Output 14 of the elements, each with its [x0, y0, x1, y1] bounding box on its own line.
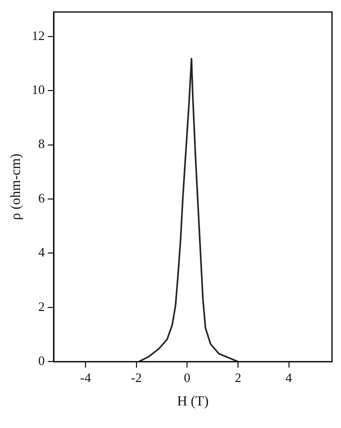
x-axis-title: H (T) — [177, 394, 209, 410]
y-tick-label: 2 — [38, 298, 45, 314]
y-tick-label: 6 — [38, 190, 46, 206]
y-tick-label: 4 — [38, 244, 46, 260]
x-tick-label: 0 — [184, 370, 190, 385]
y-tick-label: 12 — [32, 28, 45, 43]
y-tick-label: 10 — [32, 82, 45, 98]
x-tick-label: 4 — [286, 370, 293, 385]
x-tick-label: 2 — [234, 370, 242, 385]
y-tick-label: 0 — [38, 353, 45, 368]
y-tick-label: 8 — [38, 136, 45, 152]
x-tick-label: -4 — [80, 370, 92, 385]
x-tick-label: -2 — [130, 370, 142, 385]
y-axis-title: ρ (ohm-cm) — [9, 153, 24, 220]
